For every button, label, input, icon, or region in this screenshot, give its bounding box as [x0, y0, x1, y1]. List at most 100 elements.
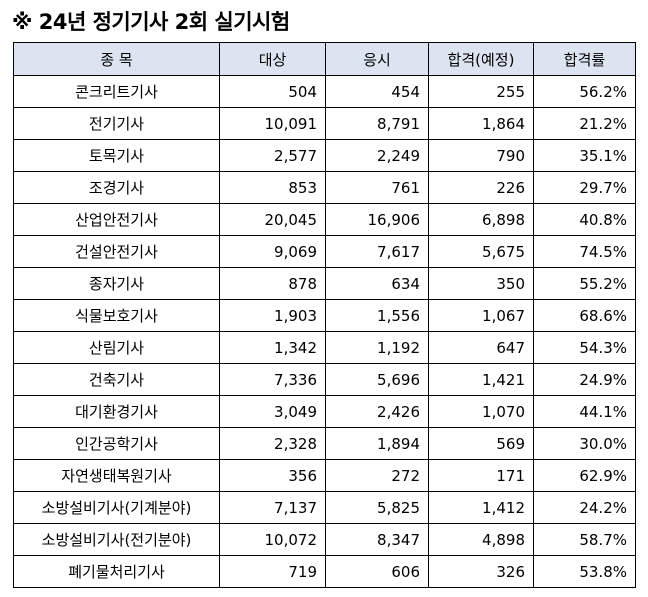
eligible-cell: 878 [219, 267, 326, 300]
table-row: 소방설비기사(전기분야) 10,072 8,347 4,898 58.7% [13, 523, 636, 556]
passed-cell: 350 [428, 267, 534, 300]
passed-cell: 6,898 [428, 203, 534, 236]
table-body: 콘크리트기사 504 454 255 56.2% 전기기사 10,091 8,791 1,864… [13, 75, 636, 588]
applicants-cell: 8,347 [325, 523, 429, 556]
table-row: 종자기사 878 634 350 55.2% [13, 267, 636, 300]
table-row: 소방설비기사(기계분야) 7,137 5,825 1,412 24.2% [13, 491, 636, 524]
passed-cell: 255 [428, 75, 534, 108]
pass-rate-cell: 44.1% [533, 395, 636, 428]
passed-cell: 226 [428, 171, 534, 204]
pass-rate-cell: 21.2% [533, 107, 636, 140]
column-header-pass-rate: 합격률 [533, 42, 636, 76]
page-title: ※ 24년 정기기사 2회 실기시험 [12, 10, 290, 34]
passed-cell: 1,412 [428, 491, 534, 524]
category-cell: 산림기사 [13, 331, 220, 364]
eligible-cell: 10,072 [219, 523, 326, 556]
category-cell: 인간공학기사 [13, 427, 220, 460]
pass-rate-cell: 55.2% [533, 267, 636, 300]
category-cell: 전기기사 [13, 107, 220, 140]
category-cell: 종자기사 [13, 267, 220, 300]
applicants-cell: 16,906 [325, 203, 429, 236]
pass-rate-cell: 56.2% [533, 75, 636, 108]
eligible-cell: 20,045 [219, 203, 326, 236]
table-row: 건설안전기사 9,069 7,617 5,675 74.5% [13, 235, 636, 268]
applicants-cell: 1,894 [325, 427, 429, 460]
eligible-cell: 2,577 [219, 139, 326, 172]
eligible-cell: 7,336 [219, 363, 326, 396]
category-cell: 건축기사 [13, 363, 220, 396]
pass-rate-cell: 35.1% [533, 139, 636, 172]
eligible-cell: 719 [219, 555, 326, 588]
eligible-cell: 10,091 [219, 107, 326, 140]
exam-results-table: 종 목 대상 응시 합격(예정) 합격률 콘크리트기사 504 454 255 56.2… [13, 42, 636, 588]
table-row: 산업안전기사 20,045 16,906 6,898 40.8% [13, 203, 636, 236]
pass-rate-cell: 29.7% [533, 171, 636, 204]
applicants-cell: 2,249 [325, 139, 429, 172]
applicants-cell: 2,426 [325, 395, 429, 428]
passed-cell: 5,675 [428, 235, 534, 268]
category-cell: 폐기물처리기사 [13, 555, 220, 588]
table-row: 건축기사 7,336 5,696 1,421 24.9% [13, 363, 636, 396]
table-row: 토목기사 2,577 2,249 790 35.1% [13, 139, 636, 172]
eligible-cell: 1,903 [219, 299, 326, 332]
passed-cell: 1,864 [428, 107, 534, 140]
applicants-cell: 454 [325, 75, 429, 108]
eligible-cell: 3,049 [219, 395, 326, 428]
applicants-cell: 761 [325, 171, 429, 204]
pass-rate-cell: 40.8% [533, 203, 636, 236]
category-cell: 토목기사 [13, 139, 220, 172]
pass-rate-cell: 68.6% [533, 299, 636, 332]
category-cell: 자연생태복원기사 [13, 459, 220, 492]
applicants-cell: 8,791 [325, 107, 429, 140]
passed-cell: 569 [428, 427, 534, 460]
applicants-cell: 1,192 [325, 331, 429, 364]
table-row: 콘크리트기사 504 454 255 56.2% [13, 75, 636, 108]
column-header-passed: 합격(예정) [428, 42, 534, 76]
passed-cell: 790 [428, 139, 534, 172]
passed-cell: 326 [428, 555, 534, 588]
applicants-cell: 272 [325, 459, 429, 492]
pass-rate-cell: 74.5% [533, 235, 636, 268]
column-header-eligible: 대상 [219, 42, 326, 76]
passed-cell: 1,067 [428, 299, 534, 332]
pass-rate-cell: 62.9% [533, 459, 636, 492]
pass-rate-cell: 54.3% [533, 331, 636, 364]
category-cell: 산업안전기사 [13, 203, 220, 236]
category-cell: 콘크리트기사 [13, 75, 220, 108]
column-header-category: 종 목 [13, 42, 220, 76]
applicants-cell: 634 [325, 267, 429, 300]
eligible-cell: 356 [219, 459, 326, 492]
table-header-row: 종 목 대상 응시 합격(예정) 합격률 [13, 42, 636, 76]
table-row: 전기기사 10,091 8,791 1,864 21.2% [13, 107, 636, 140]
passed-cell: 1,070 [428, 395, 534, 428]
category-cell: 대기환경기사 [13, 395, 220, 428]
passed-cell: 1,421 [428, 363, 534, 396]
pass-rate-cell: 24.2% [533, 491, 636, 524]
category-cell: 건설안전기사 [13, 235, 220, 268]
category-cell: 조경기사 [13, 171, 220, 204]
table-row: 식물보호기사 1,903 1,556 1,067 68.6% [13, 299, 636, 332]
applicants-cell: 5,696 [325, 363, 429, 396]
table-row: 대기환경기사 3,049 2,426 1,070 44.1% [13, 395, 636, 428]
column-header-applicants: 응시 [325, 42, 429, 76]
table-row: 조경기사 853 761 226 29.7% [13, 171, 636, 204]
pass-rate-cell: 24.9% [533, 363, 636, 396]
applicants-cell: 606 [325, 555, 429, 588]
table-row: 폐기물처리기사 719 606 326 53.8% [13, 555, 636, 588]
applicants-cell: 7,617 [325, 235, 429, 268]
category-cell: 소방설비기사(전기분야) [13, 523, 220, 556]
eligible-cell: 1,342 [219, 331, 326, 364]
passed-cell: 4,898 [428, 523, 534, 556]
pass-rate-cell: 53.8% [533, 555, 636, 588]
eligible-cell: 7,137 [219, 491, 326, 524]
pass-rate-cell: 30.0% [533, 427, 636, 460]
eligible-cell: 9,069 [219, 235, 326, 268]
passed-cell: 171 [428, 459, 534, 492]
table-row: 자연생태복원기사 356 272 171 62.9% [13, 459, 636, 492]
category-cell: 소방설비기사(기계분야) [13, 491, 220, 524]
table-row: 산림기사 1,342 1,192 647 54.3% [13, 331, 636, 364]
eligible-cell: 504 [219, 75, 326, 108]
table-row: 인간공학기사 2,328 1,894 569 30.0% [13, 427, 636, 460]
applicants-cell: 1,556 [325, 299, 429, 332]
pass-rate-cell: 58.7% [533, 523, 636, 556]
